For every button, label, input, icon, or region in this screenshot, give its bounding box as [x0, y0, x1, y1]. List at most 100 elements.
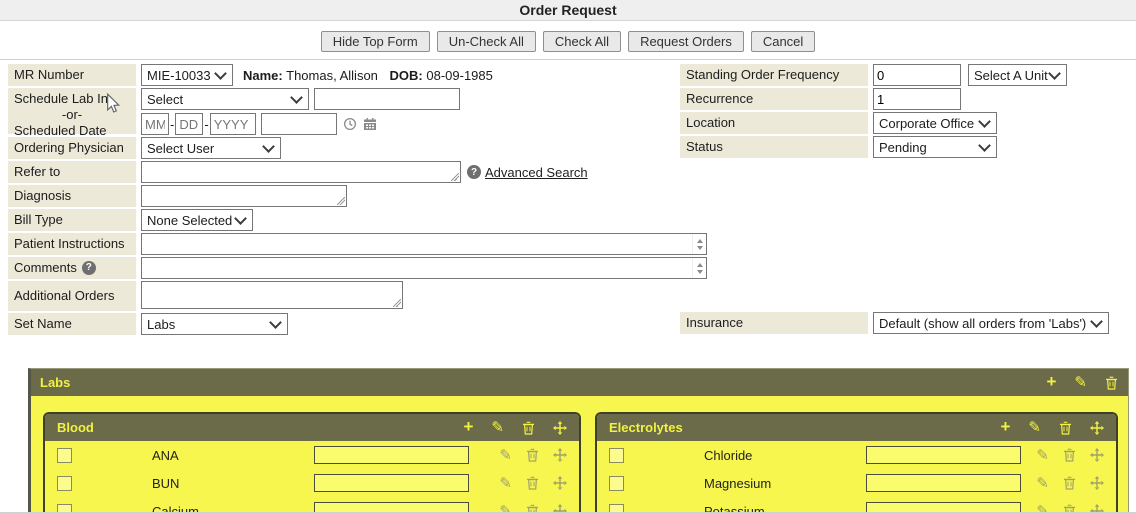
edit-icon[interactable]: ✎: [1036, 502, 1049, 514]
order-note-input[interactable]: [866, 446, 1021, 464]
order-checkbox[interactable]: [609, 503, 624, 514]
move-icon[interactable]: [1090, 448, 1104, 462]
move-icon[interactable]: [553, 448, 567, 462]
date-year-input[interactable]: [209, 113, 256, 135]
standing-order-frequency-input[interactable]: [873, 64, 961, 86]
edit-icon[interactable]: ✎: [491, 419, 504, 436]
resize-grip[interactable]: [337, 197, 345, 205]
labs-panel: Labs + ✎ Blood + ✎: [28, 368, 1129, 514]
resize-grip[interactable]: [451, 173, 459, 181]
add-icon[interactable]: +: [1000, 417, 1011, 436]
order-note-input[interactable]: [866, 502, 1021, 514]
set-name-select[interactable]: Labs: [141, 313, 288, 335]
order-checkbox[interactable]: [57, 475, 72, 491]
move-icon[interactable]: [1090, 476, 1104, 490]
check-all-button[interactable]: Check All: [542, 31, 622, 52]
patient-instructions-input[interactable]: [141, 233, 707, 255]
order-checkbox[interactable]: [609, 447, 624, 463]
edit-icon[interactable]: ✎: [1036, 474, 1049, 492]
patient-instructions-label: Patient Instructions: [8, 233, 136, 255]
chevron-down-icon: [978, 114, 991, 128]
order-label: ANA: [152, 447, 179, 463]
trash-icon[interactable]: [1063, 448, 1076, 462]
schedule-lab-in-input[interactable]: [314, 88, 460, 110]
edit-icon[interactable]: ✎: [499, 502, 512, 514]
scroll-arrows[interactable]: [692, 258, 706, 278]
recurrence-label: Recurrence: [680, 88, 868, 110]
patient-summary: Name: Thomas, Allison DOB: 08-09-1985: [243, 67, 493, 83]
edit-icon[interactable]: ✎: [1074, 374, 1087, 391]
move-icon[interactable]: [553, 476, 567, 490]
order-checkbox[interactable]: [57, 447, 72, 463]
insurance-row: Insurance Default (show all orders from …: [680, 312, 1109, 334]
order-checkbox[interactable]: [57, 503, 72, 514]
electrolytes-subpanel: Electrolytes + ✎: [595, 412, 1118, 514]
electrolytes-subpanel-header: Electrolytes + ✎: [597, 414, 1116, 441]
date-month-input[interactable]: [141, 113, 169, 135]
clock-icon[interactable]: [343, 117, 357, 131]
diagnosis-input[interactable]: [141, 185, 347, 207]
move-icon[interactable]: [1090, 420, 1104, 435]
frequency-unit-select[interactable]: Select A Unit: [968, 64, 1067, 86]
lab-order-row: ANA ✎: [45, 441, 579, 469]
trash-icon[interactable]: [1105, 376, 1118, 390]
order-label: Calcium: [152, 503, 199, 514]
lab-order-row: Magnesium ✎: [597, 469, 1116, 497]
ordering-physician-row: Ordering Physician Select User: [8, 137, 1130, 159]
labs-panel-body: Blood + ✎: [31, 396, 1128, 514]
blood-subpanel: Blood + ✎: [43, 412, 581, 514]
move-icon[interactable]: [1090, 504, 1104, 514]
bill-type-label: Bill Type: [8, 209, 136, 231]
trash-icon[interactable]: [522, 421, 535, 435]
request-orders-button[interactable]: Request Orders: [628, 31, 744, 52]
advanced-search-link[interactable]: Advanced Search: [485, 164, 588, 180]
order-checkbox[interactable]: [609, 475, 624, 491]
date-day-input[interactable]: [175, 113, 204, 135]
hide-top-form-button[interactable]: Hide Top Form: [320, 31, 430, 52]
additional-orders-input[interactable]: [141, 281, 403, 309]
mr-number-select[interactable]: MIE-10033: [141, 64, 233, 86]
bill-type-select[interactable]: None Selected: [141, 209, 253, 231]
add-icon[interactable]: +: [463, 417, 474, 436]
order-note-input[interactable]: [314, 446, 469, 464]
order-note-input[interactable]: [314, 474, 469, 492]
order-note-input[interactable]: [314, 502, 469, 514]
comments-input[interactable]: [141, 257, 707, 279]
insurance-select[interactable]: Default (show all orders from 'Labs'): [873, 312, 1109, 334]
resize-grip[interactable]: [393, 299, 401, 307]
calendar-icon[interactable]: [363, 117, 377, 131]
trash-icon[interactable]: [526, 476, 539, 490]
trash-icon[interactable]: [1063, 476, 1076, 490]
status-select[interactable]: Pending: [873, 136, 997, 158]
edit-icon[interactable]: ✎: [499, 446, 512, 464]
uncheck-all-button[interactable]: Un-Check All: [436, 31, 536, 52]
time-input[interactable]: [260, 113, 337, 135]
edit-icon[interactable]: ✎: [1036, 446, 1049, 464]
cancel-button[interactable]: Cancel: [750, 31, 816, 52]
labs-panel-header: Labs + ✎: [31, 369, 1128, 396]
scroll-arrows[interactable]: [692, 234, 706, 254]
schedule-lab-in-select[interactable]: Select: [141, 88, 309, 110]
move-icon[interactable]: [553, 504, 567, 514]
move-icon[interactable]: [553, 420, 567, 435]
recurrence-input[interactable]: [873, 88, 961, 110]
ordering-physician-select[interactable]: Select User: [141, 137, 281, 159]
chevron-down-icon: [214, 66, 227, 80]
edit-icon[interactable]: ✎: [1028, 419, 1041, 436]
add-icon[interactable]: +: [1046, 372, 1057, 391]
order-label: BUN: [152, 475, 180, 491]
help-icon[interactable]: ?: [81, 261, 96, 275]
order-label: Potassium: [704, 503, 765, 514]
comments-row: Comments ?: [8, 257, 1130, 279]
order-note-input[interactable]: [866, 474, 1021, 492]
location-select[interactable]: Corporate Office: [873, 112, 997, 134]
bill-type-row: Bill Type None Selected: [8, 209, 1130, 231]
status-label: Status: [680, 136, 868, 158]
trash-icon[interactable]: [526, 448, 539, 462]
edit-icon[interactable]: ✎: [499, 474, 512, 492]
trash-icon[interactable]: [1059, 421, 1072, 435]
set-name-label: Set Name: [8, 313, 136, 335]
toolbar: Hide Top Form Un-Check All Check All Req…: [0, 31, 1136, 52]
help-icon[interactable]: ?: [467, 165, 481, 179]
refer-to-input[interactable]: [141, 161, 461, 183]
